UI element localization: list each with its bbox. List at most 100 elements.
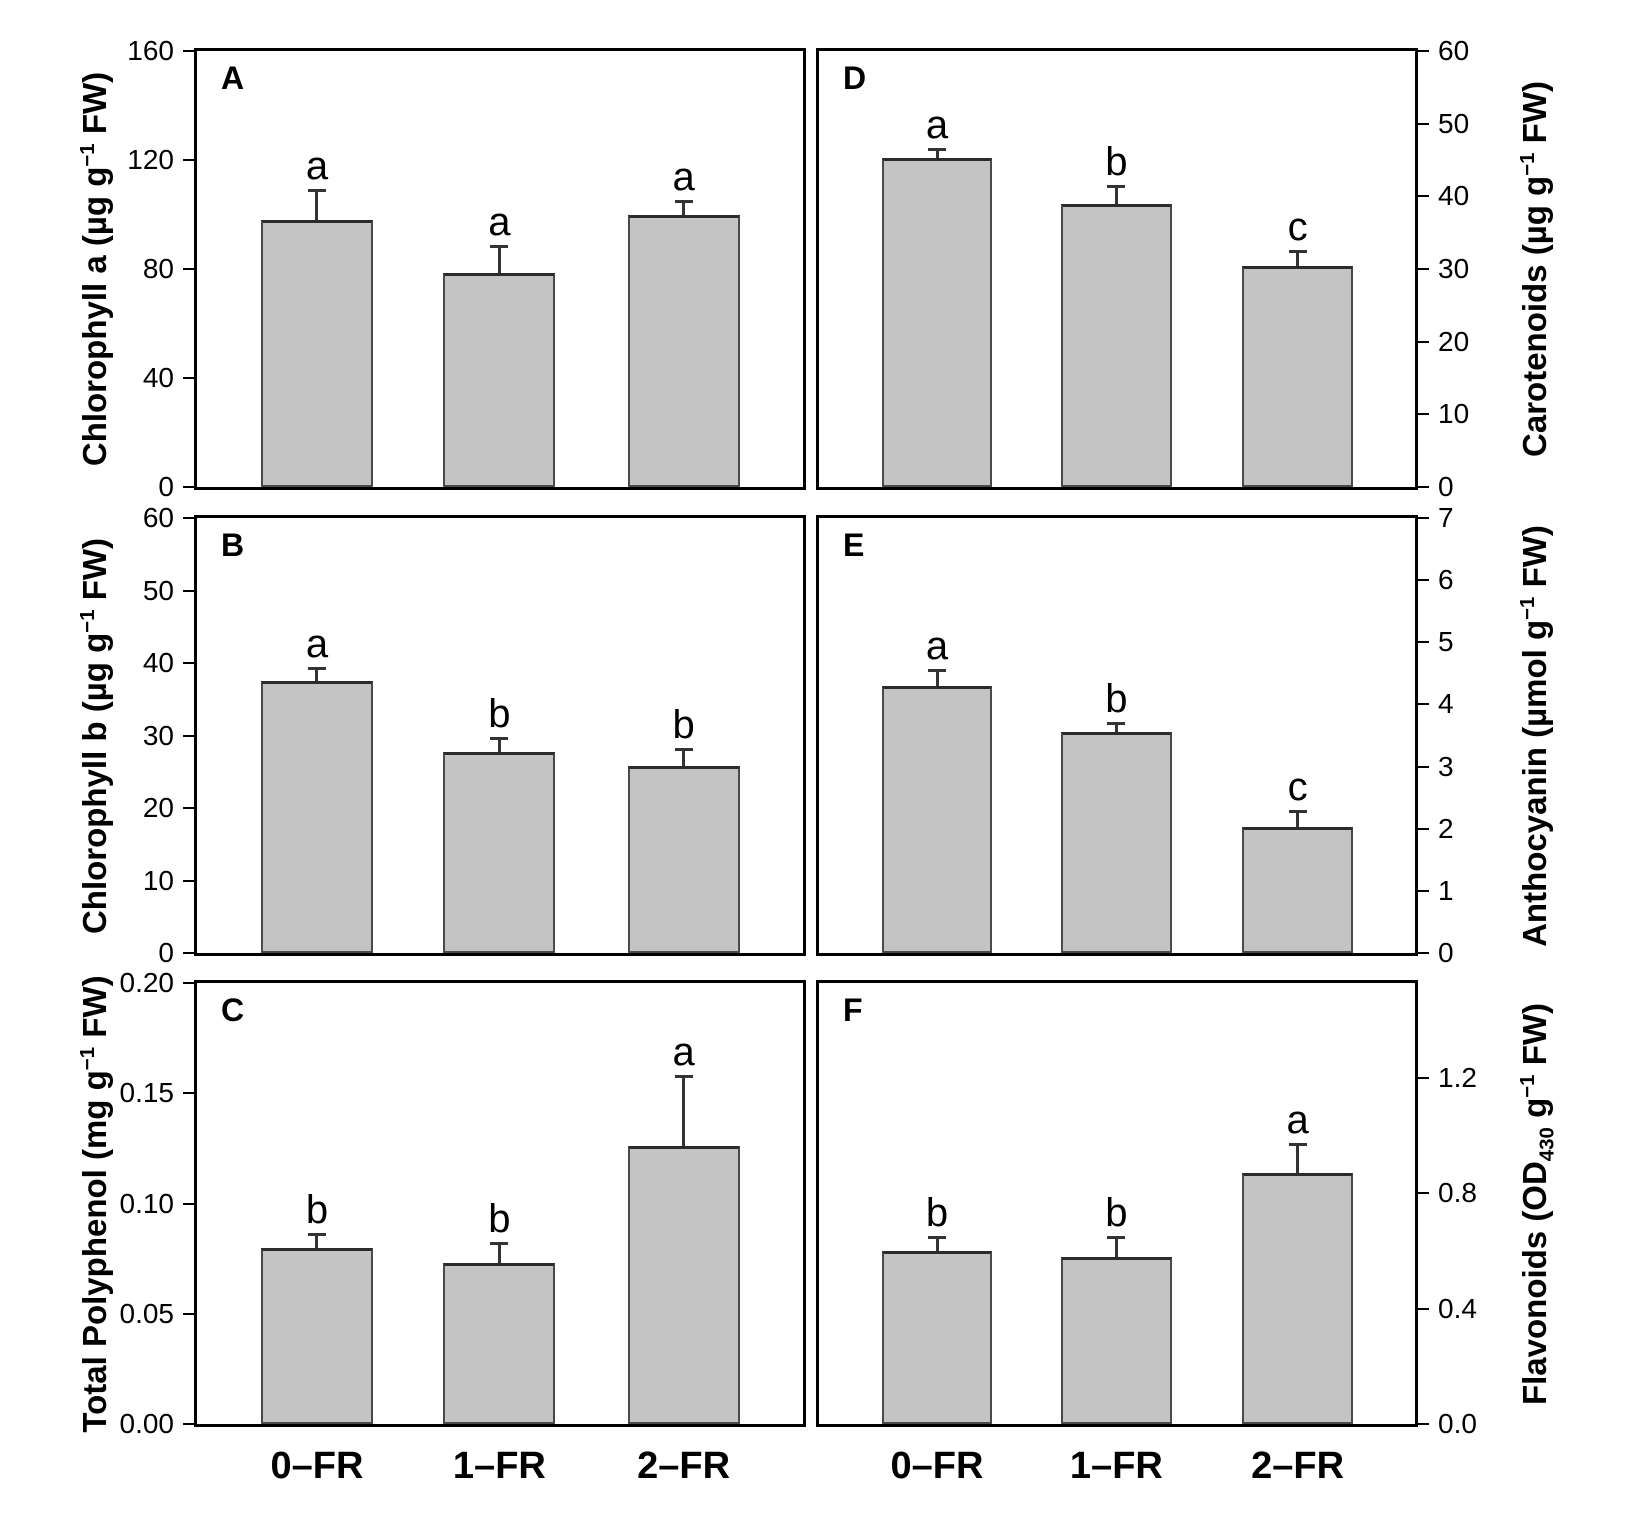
- y-tick-A-40: [183, 377, 194, 379]
- error-bar-cap-D-0: [928, 148, 946, 152]
- error-bar-line-D-1: [1114, 186, 1118, 204]
- y-tick-F-1.2: [1418, 1077, 1429, 1080]
- y-tick-B-60: [183, 517, 194, 519]
- panel-letter-E: E: [843, 527, 865, 563]
- y-axis-title-segment: 430: [1535, 1126, 1559, 1161]
- sig-letter-F-0: b: [925, 1190, 949, 1235]
- y-tick-E-3: [1418, 765, 1429, 768]
- y-tick-label-B-30: 30: [142, 719, 174, 751]
- panel-letter-D: D: [843, 60, 867, 96]
- y-tick-B-50: [183, 589, 194, 592]
- y-tick-label-E-2: 2: [1438, 812, 1454, 844]
- y-tick-E-4: [1418, 703, 1429, 706]
- y-tick-B-20: [183, 807, 194, 809]
- error-bar-line-E-1: [1114, 723, 1118, 733]
- error-bar-line-A-1: [497, 245, 501, 274]
- error-bar-line-F-0: [935, 1236, 939, 1252]
- error-bar-cap-B-0: [307, 667, 326, 671]
- y-axis-title-segment: −1: [76, 143, 99, 167]
- y-axis-title-segment: −1: [76, 608, 99, 633]
- bar-A-0: [260, 219, 374, 487]
- bar-F-0: [881, 1251, 993, 1424]
- y-tick-B-40: [183, 662, 194, 664]
- y-tick-label-E-7: 7: [1438, 502, 1454, 533]
- error-bar-cap-C-0: [307, 1233, 326, 1237]
- y-tick-label-F-0.4: 0.4: [1438, 1292, 1477, 1324]
- y-tick-label-F-0.8: 0.8: [1438, 1177, 1477, 1209]
- sig-letter-D-2: c: [1287, 204, 1308, 249]
- sig-letter-C-2: a: [672, 1029, 695, 1074]
- y-tick-E-5: [1418, 641, 1429, 644]
- y-tick-label-C-0.2: 0.20: [119, 967, 175, 998]
- panel-letter-F: F: [843, 992, 863, 1028]
- error-bar-line-B-1: [497, 738, 501, 753]
- bar-E-2: [1242, 827, 1353, 953]
- bar-A-1: [443, 273, 556, 487]
- x-tick-label-C-2–FR: 2–FR: [637, 1445, 731, 1487]
- x-tick-label-F-1–FR: 1–FR: [1069, 1445, 1163, 1487]
- bar-E-1: [1061, 732, 1172, 953]
- y-tick-label-E-5: 5: [1438, 626, 1454, 658]
- y-tick-label-A-160: 160: [127, 35, 174, 66]
- y-tick-label-B-10: 10: [142, 864, 174, 896]
- y-axis-title-segment: −1: [76, 1046, 99, 1070]
- y-tick-D-30: [1418, 268, 1429, 270]
- panel-F: F 0.0 0.4 0.8 1.2 b b a: [816, 980, 1477, 1439]
- y-tick-D-20: [1418, 340, 1429, 343]
- bar-D-2: [1242, 266, 1353, 487]
- y-tick-E-2: [1418, 827, 1429, 830]
- sig-letter-D-0: a: [925, 103, 949, 148]
- y-tick-label-F-1.2: 1.2: [1438, 1062, 1477, 1094]
- y-axis-title-segment: Carotenoids (µg g: [1516, 175, 1553, 457]
- error-bar-cap-B-1: [490, 737, 509, 741]
- error-bar-line-B-0: [315, 668, 319, 682]
- panel-A: A 0 40 80 120 160 a a a: [127, 36, 806, 502]
- panel-letter-C: C: [221, 992, 245, 1028]
- error-bar-cap-C-2: [674, 1074, 693, 1078]
- y-tick-C-0.15: [183, 1092, 194, 1095]
- y-tick-label-E-1: 1: [1438, 874, 1454, 906]
- error-bar-cap-F-1: [1107, 1235, 1126, 1239]
- error-bar-cap-E-1: [1107, 722, 1126, 726]
- sig-letter-E-2: c: [1287, 764, 1308, 809]
- y-tick-label-B-50: 50: [142, 574, 174, 606]
- y-tick-D-60: [1418, 50, 1429, 52]
- y-tick-C-0.2: [183, 982, 194, 984]
- y-tick-label-B-20: 20: [142, 792, 174, 823]
- y-tick-F-0.8: [1418, 1192, 1429, 1195]
- y-tick-D-40: [1418, 195, 1429, 198]
- error-bar-line-D-2: [1296, 250, 1300, 267]
- y-tick-label-E-6: 6: [1438, 564, 1454, 596]
- y-tick-A-80: [183, 268, 194, 270]
- error-bar-cap-F-0: [928, 1235, 946, 1239]
- y-tick-F-0: [1418, 1423, 1429, 1425]
- y-tick-label-E-0: 0: [1438, 937, 1454, 968]
- sig-letter-C-0: b: [305, 1188, 329, 1233]
- bar-C-2: [627, 1146, 740, 1424]
- y-axis-title-segment: −1: [1516, 152, 1539, 176]
- sig-letter-F-1: b: [1105, 1190, 1128, 1235]
- y-tick-label-A-40: 40: [142, 362, 174, 393]
- error-bar-line-F-1: [1114, 1236, 1118, 1257]
- y-tick-B-10: [183, 879, 194, 882]
- y-tick-D-50: [1418, 122, 1429, 125]
- y-tick-C-0.1: [183, 1202, 194, 1205]
- error-bar-cap-C-1: [490, 1242, 509, 1246]
- y-tick-label-F-0: 0.0: [1438, 1408, 1477, 1439]
- y-tick-label-D-20: 20: [1438, 325, 1470, 357]
- error-bar-cap-B-2: [674, 748, 693, 752]
- bar-B-1: [443, 752, 556, 953]
- y-tick-C-0: [183, 1423, 194, 1425]
- y-axis-title-C: Total Polyphenol (mg g−1 FW): [66, 884, 113, 1523]
- y-tick-label-D-30: 30: [1438, 253, 1470, 284]
- y-axis-title-segment: FW): [1516, 524, 1553, 597]
- sig-letter-C-1: b: [488, 1197, 511, 1242]
- y-axis-title-segment: −1: [1516, 1073, 1539, 1098]
- x-tick-label-C-0–FR: 0–FR: [270, 1445, 364, 1487]
- bar-B-2: [627, 765, 740, 953]
- y-tick-E-6: [1418, 579, 1429, 582]
- y-axis-title-segment: FW): [1516, 1002, 1553, 1074]
- y-tick-label-D-60: 60: [1438, 35, 1470, 66]
- y-tick-label-C-0.05: 0.05: [119, 1297, 175, 1329]
- y-tick-B-0: [183, 952, 194, 954]
